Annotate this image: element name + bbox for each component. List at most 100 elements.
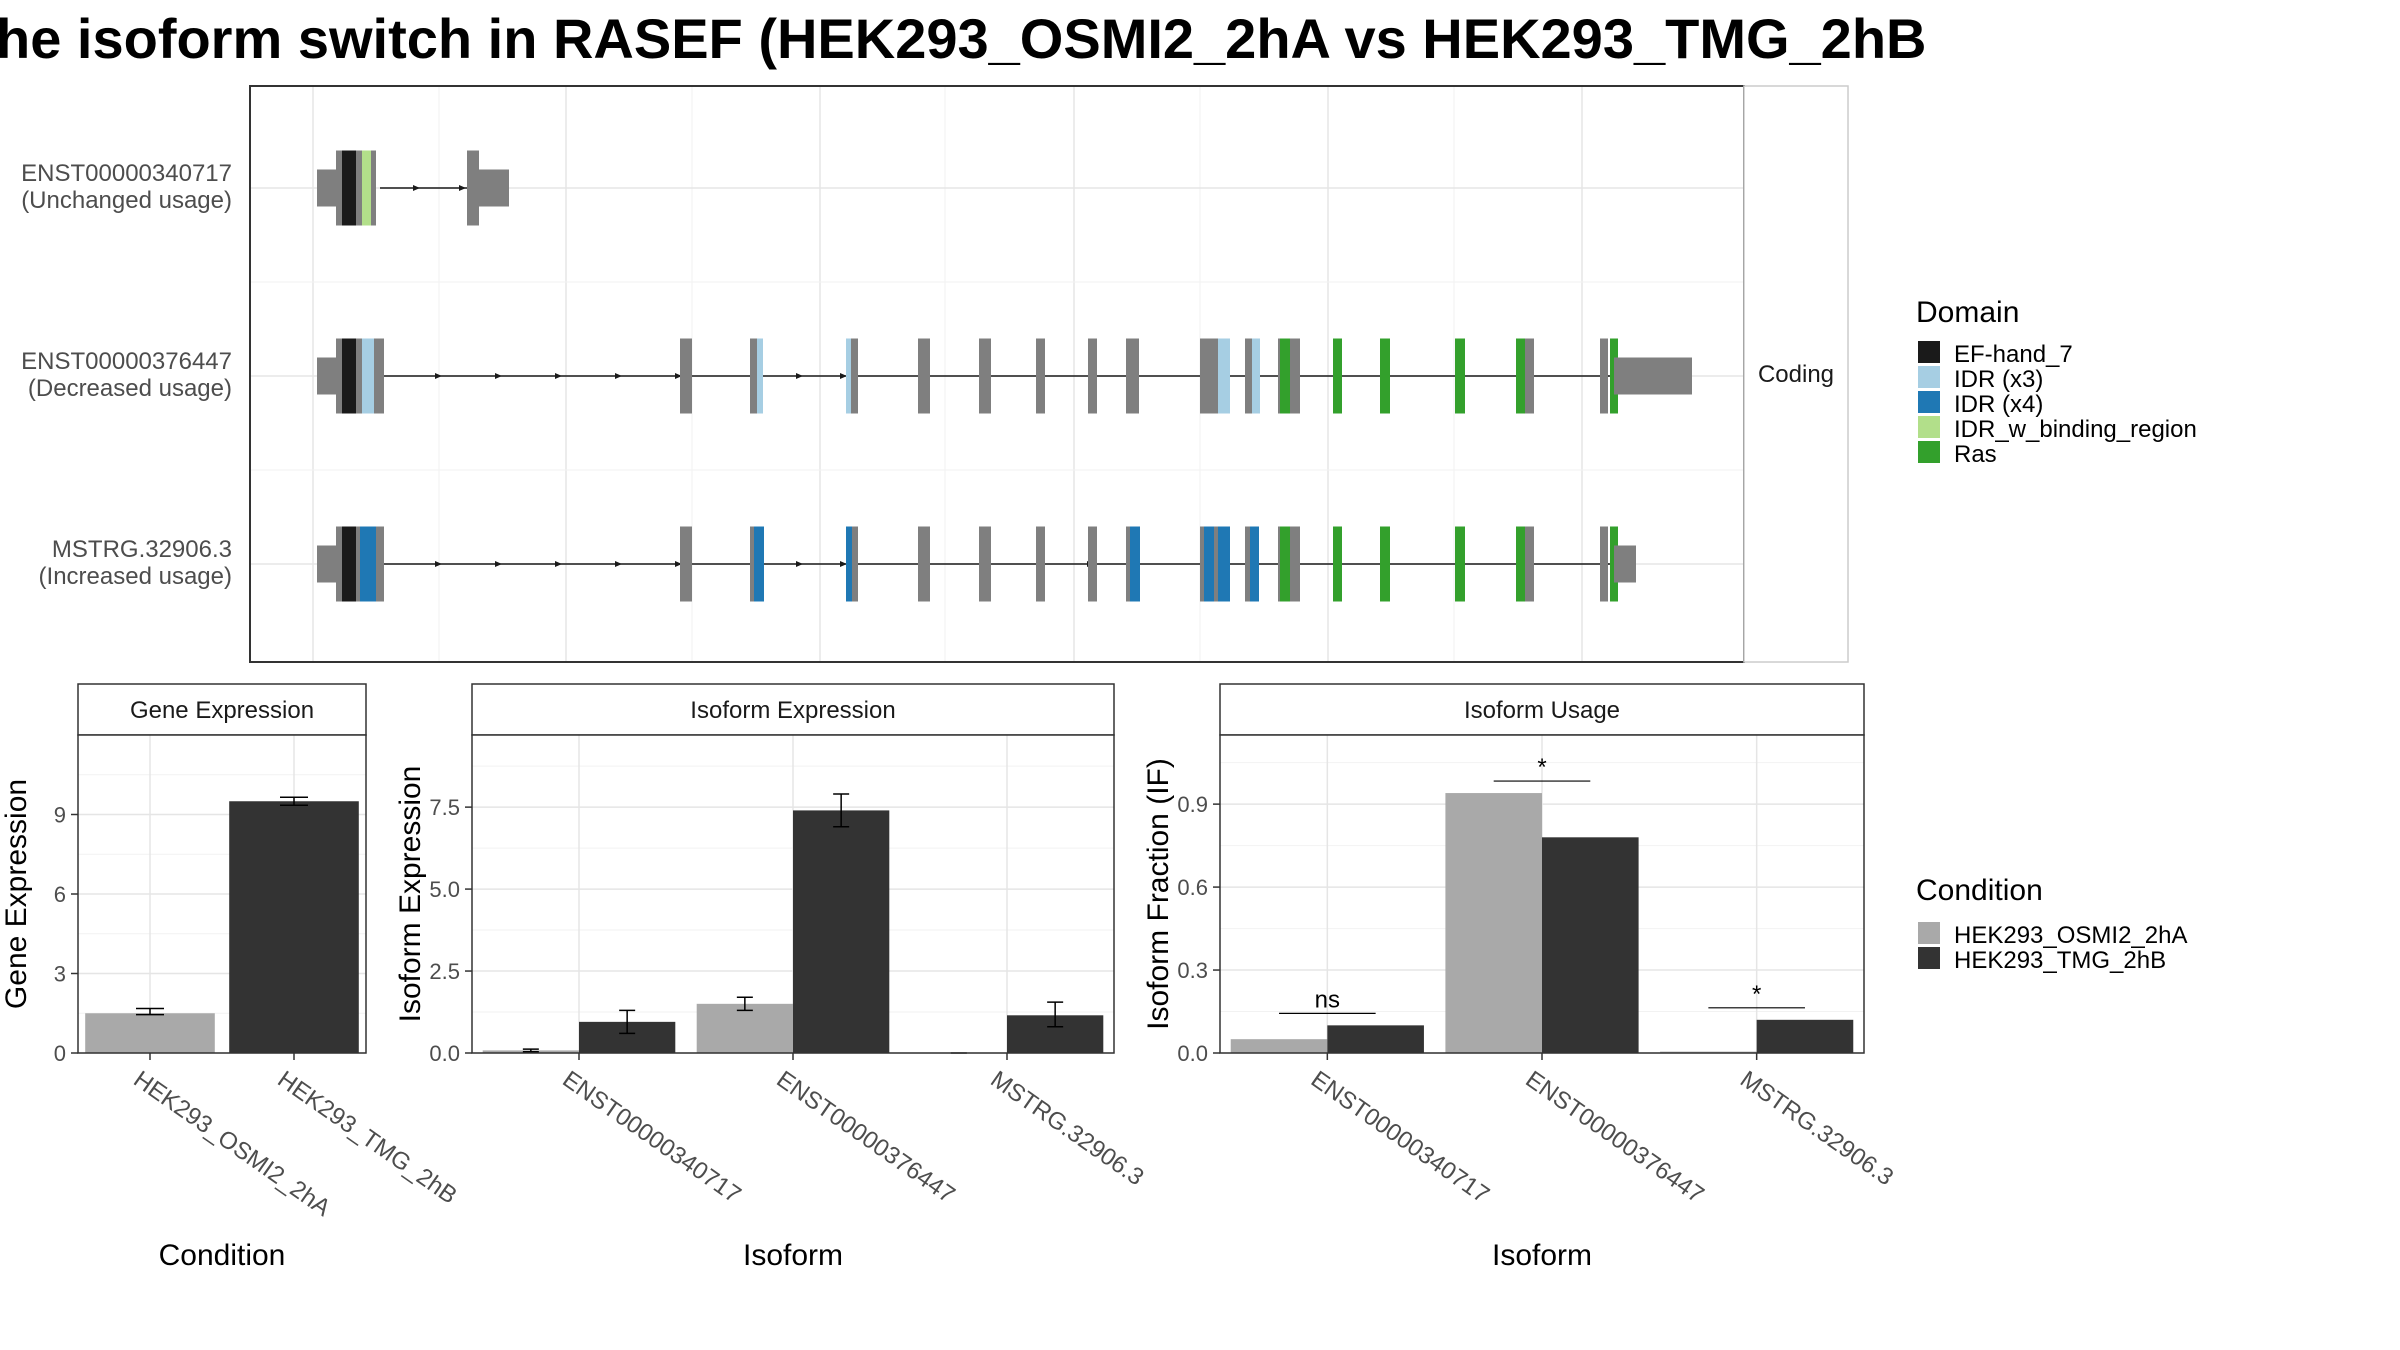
utr-block — [317, 545, 340, 583]
exon-block — [1333, 338, 1342, 414]
transcript-2-id: ENST00000376447 — [21, 348, 232, 375]
x-tick-label: ENST00000340717 — [558, 1066, 746, 1209]
isoform-usage-y-axis-title: Isoform Fraction (IF) — [1142, 758, 1175, 1030]
intron-arrow — [796, 373, 803, 379]
intron-arrow — [555, 373, 562, 379]
legend-label-osmi2: HEK293_OSMI2_2hA — [1954, 922, 2187, 949]
intron-arrow — [615, 373, 622, 379]
transcript-structure-panel: Coding ENST00000340717 (Unchanged usage)… — [21, 85, 1849, 663]
exon-block — [1088, 338, 1097, 414]
exon-block — [846, 526, 852, 602]
intron-arrow — [495, 561, 502, 567]
bar-osmi2 — [696, 1003, 793, 1053]
exon-block — [1200, 338, 1218, 414]
chart-title: he isoform switch in RASEF (HEK293_OSMI2… — [0, 7, 1926, 70]
bar-tmg — [793, 810, 890, 1053]
legend-swatch-idr-x4 — [1918, 391, 1940, 413]
exon-block — [1252, 338, 1260, 414]
utr-block — [317, 357, 340, 395]
x-tick-label: ENST00000376447 — [1521, 1066, 1709, 1209]
y-tick-label: 0.0 — [1177, 1041, 1208, 1066]
intron-arrow — [413, 185, 420, 191]
domain-legend: Domain EF-hand_7 IDR (x3) IDR (x4) IDR_w… — [1916, 296, 2197, 468]
isoform-expression-strip: Isoform Expression — [690, 697, 895, 724]
intron-arrow — [840, 373, 847, 379]
legend-swatch-tmg — [1918, 947, 1940, 969]
isoform-expression-x-axis-title: Isoform — [743, 1239, 843, 1272]
exon-block — [362, 338, 374, 414]
exon-block — [362, 150, 371, 226]
exon-block — [1516, 338, 1525, 414]
legend-swatch-idr-binding — [1918, 416, 1940, 438]
intron-arrow — [796, 561, 803, 567]
exon-block — [1204, 526, 1214, 602]
legend-swatch-osmi2 — [1918, 922, 1940, 944]
exon-block — [754, 526, 764, 602]
intron-arrow — [675, 373, 682, 379]
structure-tracks — [317, 150, 1692, 602]
exon-block — [680, 526, 692, 602]
exon-block — [360, 526, 376, 602]
utr-block — [477, 169, 509, 207]
intron-arrow — [435, 561, 442, 567]
exon-block — [1088, 526, 1097, 602]
gene-expression-y-axis-title: Gene Expression — [0, 779, 33, 1009]
significance-label: * — [1752, 981, 1761, 1008]
exon-block — [1250, 526, 1259, 602]
panel-strip-box — [1219, 683, 1865, 736]
exon-block — [1036, 338, 1045, 414]
x-tick-label: ENST00000340717 — [1306, 1066, 1494, 1209]
isoform-expression-panel: Isoform Expression0.02.55.07.5ENST000003… — [394, 683, 1149, 1272]
intron-arrow — [675, 561, 682, 567]
exon-block — [918, 338, 930, 414]
y-tick-label: 9 — [54, 803, 66, 828]
exon-block — [1130, 526, 1140, 602]
error-bar — [619, 1009, 636, 1035]
bar-tmg — [1542, 837, 1639, 1053]
significance-label: * — [1537, 754, 1546, 781]
exon-block — [1455, 526, 1465, 602]
y-tick-label: 5.0 — [429, 877, 460, 902]
exon-block — [342, 338, 356, 414]
exon-block — [1380, 526, 1390, 602]
bar-tmg — [1327, 1025, 1424, 1053]
legend-label-ras: Ras — [1954, 441, 1997, 468]
exon-block — [1516, 526, 1525, 602]
gene-expression-x-axis-title: Condition — [159, 1239, 286, 1272]
panel-strip-box — [471, 683, 1115, 736]
utr-block — [317, 169, 340, 207]
legend-swatch-ras — [1918, 441, 1940, 463]
exon-block — [1380, 338, 1390, 414]
error-bar — [833, 793, 850, 828]
transcript-1-usage: (Unchanged usage) — [21, 187, 232, 214]
isoform-expression-y-axis-title: Isoform Expression — [394, 766, 427, 1023]
y-tick-label: 6 — [54, 882, 66, 907]
bar-tmg — [229, 801, 359, 1053]
transcript-3-id: MSTRG.32906.3 — [52, 536, 232, 563]
isoform-usage-strip: Isoform Usage — [1464, 697, 1620, 724]
y-tick-label: 7.5 — [429, 795, 460, 820]
domain-legend-title: Domain — [1916, 296, 2019, 329]
bar-osmi2 — [1230, 1039, 1328, 1053]
exon-block — [1280, 338, 1290, 414]
y-tick-label: 0.0 — [429, 1041, 460, 1066]
y-tick-label: 0.9 — [1177, 792, 1208, 817]
y-tick-label: 0 — [54, 1041, 66, 1066]
legend-label-idr-x4: IDR (x4) — [1954, 391, 2043, 418]
intron-arrow — [840, 561, 847, 567]
exon-block — [757, 338, 763, 414]
y-tick-label: 0.6 — [1177, 875, 1208, 900]
bar-osmi2 — [85, 1013, 215, 1053]
exon-block — [846, 338, 851, 414]
exon-block — [1218, 338, 1230, 414]
utr-block — [1614, 357, 1692, 395]
error-bar — [136, 1007, 164, 1016]
exon-block — [979, 338, 991, 414]
transcript-2-usage: (Decreased usage) — [28, 375, 232, 402]
exon-block — [1600, 338, 1608, 414]
intron-arrow — [615, 561, 622, 567]
intron-arrow — [495, 373, 502, 379]
exon-block — [342, 150, 356, 226]
y-tick-label: 0.3 — [1177, 958, 1208, 983]
